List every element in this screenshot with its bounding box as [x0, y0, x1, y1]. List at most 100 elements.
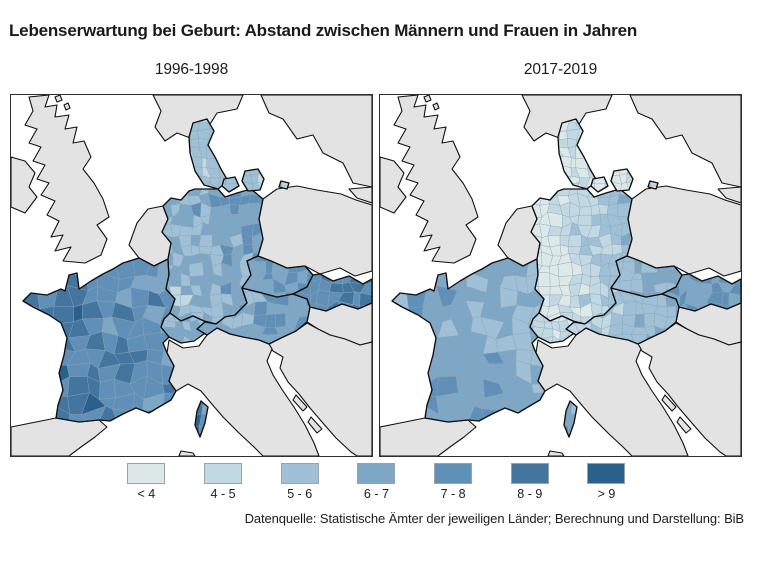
district: [359, 282, 372, 297]
region-dalmatian-island-2: [307, 416, 323, 434]
region-outline-slovakia: [292, 273, 372, 312]
figure-title: Lebenserwartung bei Geburt: Abstand zwis…: [9, 21, 638, 40]
region-sardinia: [547, 450, 565, 456]
district: [578, 205, 592, 216]
district: [467, 378, 485, 400]
region-outline-switzerland: [160, 312, 211, 344]
legend-label: > 9: [597, 487, 616, 501]
region-shetland-isle-1: [54, 95, 63, 103]
district: [622, 301, 637, 316]
legend-item: 4 - 5: [185, 463, 262, 501]
district: [297, 305, 308, 318]
map-title-2017-2019: 2017-2019: [523, 61, 598, 78]
district: [229, 203, 240, 215]
district: [222, 214, 233, 227]
district: [542, 380, 545, 394]
choropleth-map-1996-1998: [11, 95, 372, 456]
district: [265, 313, 276, 328]
district: [209, 205, 223, 216]
region-ireland: [380, 156, 407, 214]
map-1996-1998: [10, 94, 373, 457]
district: [173, 380, 176, 394]
district: [66, 362, 91, 378]
region-outline-denmark: [610, 168, 634, 192]
legend-swatch-0: [127, 463, 166, 484]
district: [198, 234, 213, 248]
district: [643, 312, 656, 328]
region-dalmatian-island-2: [676, 416, 692, 434]
legend-label: 7 - 8: [440, 487, 466, 501]
choropleth-map-2017-2019: [380, 95, 741, 456]
legend-item: < 4: [108, 463, 185, 501]
district: [253, 301, 268, 316]
region-outline-switzerland: [529, 312, 580, 344]
legend-item: 8 - 9: [491, 463, 568, 501]
district: [98, 378, 116, 400]
legend-label: < 4: [137, 487, 156, 501]
legend-item: > 9: [568, 463, 645, 501]
legend-swatch-5: [510, 463, 549, 484]
region-dalmatian-island-1: [661, 394, 677, 412]
district: [698, 282, 713, 294]
region-spain: [380, 417, 477, 456]
district: [208, 214, 224, 227]
district: [178, 225, 194, 237]
region-outline-denmark: [221, 176, 240, 193]
region-great-britain: [24, 95, 110, 264]
district: [567, 234, 582, 248]
region-outline-denmark: [278, 180, 290, 190]
region-outline-france: [194, 400, 209, 438]
data-source: Datenquelle: Statistische Ämter der jewe…: [244, 511, 745, 526]
district: [570, 157, 577, 169]
district: [168, 272, 182, 287]
district: [537, 272, 551, 287]
legend-swatch-1: [204, 463, 243, 484]
region-baltics: [717, 186, 741, 204]
map-2017-2019: [379, 94, 742, 457]
legend-item: 7 - 8: [415, 463, 492, 501]
region-outline-denmark: [590, 176, 609, 193]
region-outline-france: [563, 400, 578, 438]
legend-swatch-3: [357, 463, 396, 484]
legend: < 4 4 - 5 5 - 6 6 - 7 7 - 8 8 - 9 > 9: [108, 463, 645, 501]
district: [666, 305, 677, 318]
region-sardinia: [178, 450, 196, 456]
district: [598, 203, 609, 215]
district: [728, 282, 741, 297]
district: [274, 312, 287, 328]
legend-label: 6 - 7: [363, 487, 389, 501]
district: [591, 214, 602, 227]
district: [329, 282, 344, 294]
district: [201, 157, 208, 169]
legend-swatch-2: [280, 463, 319, 484]
district: [435, 362, 460, 378]
district: [130, 287, 150, 309]
region-sweden: [260, 95, 372, 188]
legend-item: 5 - 6: [261, 463, 338, 501]
district: [557, 261, 574, 277]
region-shetland-isle-1: [423, 95, 432, 103]
district: [577, 214, 593, 227]
legend-label: 5 - 6: [287, 487, 313, 501]
region-ireland: [11, 156, 38, 214]
legend-label: 4 - 5: [210, 487, 236, 501]
legend-swatch-6: [587, 463, 626, 484]
region-shetland-isle-2: [432, 102, 440, 111]
region-baltics: [348, 186, 372, 204]
region-shetland-isle-2: [63, 102, 71, 111]
district: [547, 225, 563, 237]
legend-item: 6 - 7: [338, 463, 415, 501]
district: [188, 261, 205, 277]
region-outline-denmark: [647, 180, 659, 190]
region-dalmatian-island-1: [292, 394, 308, 412]
map-title-1996-1998: 1996-1998: [154, 61, 229, 78]
district: [626, 172, 633, 186]
region-spain: [11, 417, 108, 456]
legend-swatch-4: [434, 463, 473, 484]
district: [499, 287, 519, 309]
district: [257, 172, 264, 186]
legend-label: 8 - 9: [517, 487, 543, 501]
region-sweden: [629, 95, 741, 188]
region-outline-denmark: [241, 168, 265, 192]
region-great-britain: [393, 95, 479, 264]
